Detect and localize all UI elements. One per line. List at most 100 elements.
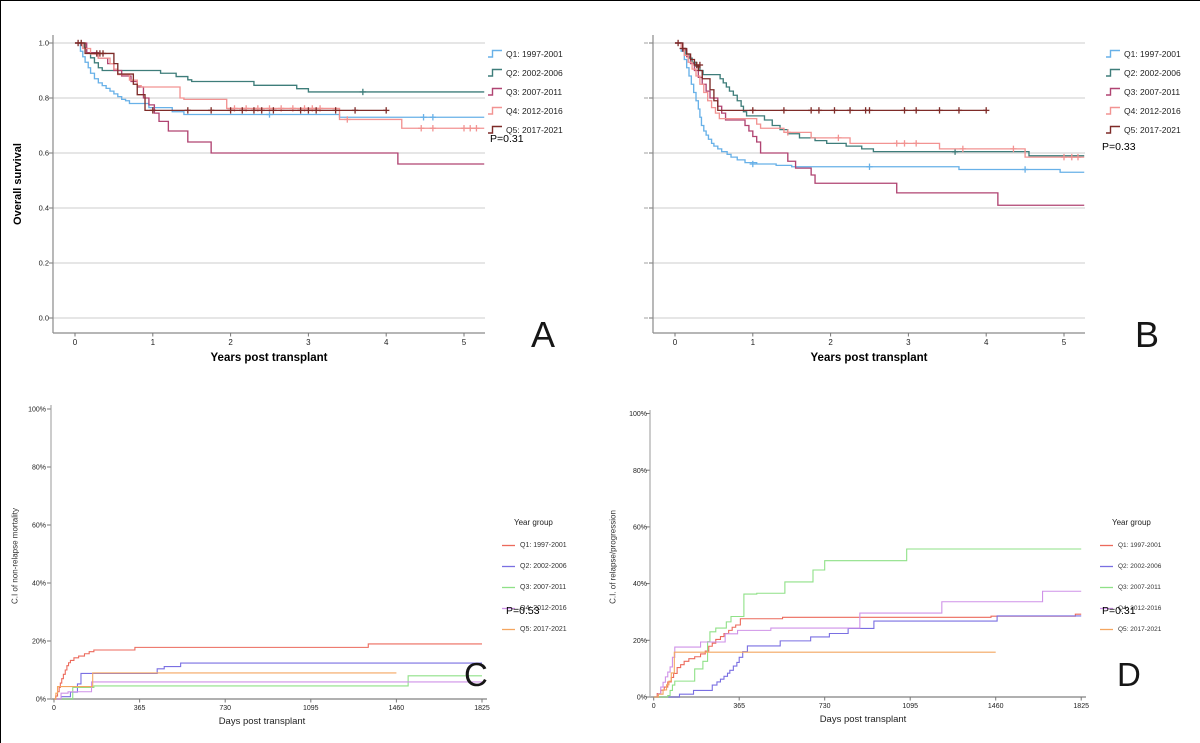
- y-tick-label: 0.0: [39, 314, 49, 323]
- series-line-q3: [675, 42, 1085, 206]
- y-tick-label: 0%: [637, 695, 647, 702]
- legend-item-label: Q5: 2017-2021: [520, 626, 567, 633]
- legend-line-glyph: [502, 565, 515, 568]
- panel-c-p-value: P=0.53: [506, 605, 540, 617]
- legend-line-glyph: [502, 544, 515, 547]
- panel-d-p-value: P=0.31: [1102, 605, 1136, 617]
- x-tick-label: 1460: [389, 705, 405, 712]
- x-tick-label: 2: [828, 338, 833, 347]
- legend-line-glyph: [1100, 565, 1113, 568]
- legend-item-label: Q1: 1997-2001: [1124, 48, 1181, 59]
- legend-step-glyph: [1106, 106, 1120, 115]
- legend-line-glyph: [1100, 586, 1113, 589]
- legend-item-q1: Q1: 1997-2001: [501, 539, 567, 552]
- y-tick-label: 20%: [633, 638, 647, 645]
- legend-line-glyph: [502, 586, 515, 589]
- legend-item-q2: Q2: 2002-2006: [487, 66, 563, 79]
- series-line-q2: [675, 42, 1085, 157]
- panel-d-y-axis-title: C.I. of relapse/progression: [608, 510, 618, 604]
- legend-item-label: Q2: 2002-2006: [1124, 67, 1181, 78]
- panel-b-legend: Q1: 1997-2001 Q2: 2002-2006 Q3: 2007-2011 Q…: [1105, 47, 1181, 136]
- legend-step-glyph: [1106, 49, 1120, 58]
- y-tick-label: 0%: [36, 697, 46, 704]
- legend-item-q4: Q4: 2012-2016: [487, 104, 563, 117]
- y-tick-label: 100%: [629, 411, 647, 418]
- legend-item-label: Q4: 2012-2016: [1118, 605, 1162, 612]
- y-tick-label: 100%: [28, 407, 46, 414]
- panel-relapse-cumulative-incidence-d: 0% 20% 40% 60% 80% 100% 0 365 730 1095 1460 1825 C.…: [601, 372, 1200, 743]
- series-line-q5: [54, 672, 397, 700]
- x-tick-label: 730: [819, 703, 831, 710]
- panel-c-legend: Year group Q1: 1997-2001 Q2: 2002-2006 Q3: …: [501, 518, 567, 636]
- series-line-q5: [675, 42, 987, 112]
- series-line-q1: [75, 42, 485, 118]
- legend-item-label: Q4: 2012-2016: [520, 605, 567, 612]
- panel-d-letter: D: [1117, 656, 1141, 693]
- legend-item-label: Q3: 2007-2011: [1118, 584, 1161, 591]
- x-tick-label: 730: [219, 705, 231, 712]
- x-tick-label: 5: [1062, 338, 1067, 347]
- legend-item-q1: Q1: 1997-2001: [487, 47, 563, 60]
- series-line-q2: [54, 662, 482, 700]
- legend-item-label: Q5: 2017-2021: [1124, 124, 1181, 135]
- x-tick-label: 3: [306, 338, 311, 347]
- panel-c-y-axis-title: C.I of non-relapse mortality: [10, 507, 20, 605]
- legend-step-glyph: [1106, 68, 1120, 77]
- y-tick-label: 60%: [32, 523, 46, 530]
- legend-item-q5: Q5: 2017-2021: [501, 623, 567, 636]
- y-tick-label: 1.0: [39, 39, 49, 48]
- series-line-q1: [54, 643, 482, 700]
- x-tick-label: 1: [151, 338, 156, 347]
- legend-title: Year group: [514, 518, 553, 527]
- legend-item-label: Q5: 2017-2021: [1118, 626, 1162, 633]
- x-tick-label: 1095: [303, 705, 319, 712]
- panel-b-plot-svg: 0 1 2 3 4 5: [644, 35, 1085, 347]
- panel-b-p-value: P=0.33: [1102, 141, 1136, 153]
- panel-a-legend: Q1: 1997-2001 Q2: 2002-2006 Q3: 2007-2011 Q…: [487, 47, 563, 136]
- legend-item-label: Q3: 2007-2011: [520, 584, 567, 591]
- panel-overall-survival-b: 0 1 2 3 4 5 Years post transplant Q1: 1997-20…: [601, 1, 1200, 372]
- series-line-q5: [75, 42, 387, 112]
- x-tick-label: 2: [228, 338, 233, 347]
- legend-item-q4: Q4: 2012-2016: [501, 602, 567, 615]
- y-tick-label: 80%: [32, 465, 46, 472]
- legend-item-q2: Q2: 2002-2006: [501, 560, 567, 573]
- legend-step-glyph: [488, 68, 502, 77]
- legend-line-glyph: [1100, 607, 1113, 610]
- panel-b-x-axis-title: Years post transplant: [810, 352, 928, 364]
- x-tick-label: 0: [673, 338, 678, 347]
- legend-title: Year group: [1112, 518, 1151, 527]
- x-tick-label: 365: [733, 703, 745, 710]
- x-tick-label: 0: [52, 705, 56, 712]
- legend-item-q5: Q5: 2017-2021: [1105, 123, 1181, 136]
- legend-item-q3: Q3: 2007-2011: [487, 85, 563, 98]
- panel-a-plot-svg: 1.0 0.8 0.6 0.4 0.2 0.0 0 1 2 3 4 5: [39, 35, 485, 347]
- panel-a-letter: A: [531, 314, 556, 355]
- series-line-q1: [675, 42, 1085, 173]
- panel-c-plot-svg: 0% 20% 40% 60% 80% 100% 0 365 730 1095 1460 1825: [28, 405, 490, 712]
- legend-line-glyph: [1100, 544, 1113, 547]
- series-line-q3: [75, 42, 485, 165]
- x-tick-label: 5: [462, 338, 467, 347]
- x-tick-label: 1825: [474, 705, 490, 712]
- series-line-q5: [653, 651, 996, 698]
- x-tick-label: 4: [384, 338, 389, 347]
- legend-item-label: Q2: 2002-2006: [506, 67, 563, 78]
- legend-step-glyph: [488, 87, 502, 96]
- legend-item-q3: Q3: 2007-2011: [1105, 85, 1181, 98]
- x-tick-label: 1825: [1073, 703, 1089, 710]
- y-tick-label: 60%: [633, 525, 647, 532]
- panel-a-x-axis-title: Years post transplant: [210, 352, 328, 364]
- legend-item-q3: Q3: 2007-2011: [501, 581, 567, 594]
- x-tick-label: 3: [906, 338, 911, 347]
- x-tick-label: 4: [984, 338, 989, 347]
- series-line-q2: [653, 615, 1082, 698]
- legend-item-label: Q4: 2012-2016: [506, 105, 563, 116]
- legend-item-label: Q3: 2007-2011: [506, 86, 563, 97]
- legend-item-q5: Q5: 2017-2021: [1099, 623, 1161, 636]
- legend-step-glyph: [488, 125, 502, 134]
- legend-item-label: Q4: 2012-2016: [1124, 105, 1181, 116]
- legend-item-q2: Q2: 2002-2006: [1099, 560, 1161, 573]
- series-line-q1: [653, 613, 1082, 698]
